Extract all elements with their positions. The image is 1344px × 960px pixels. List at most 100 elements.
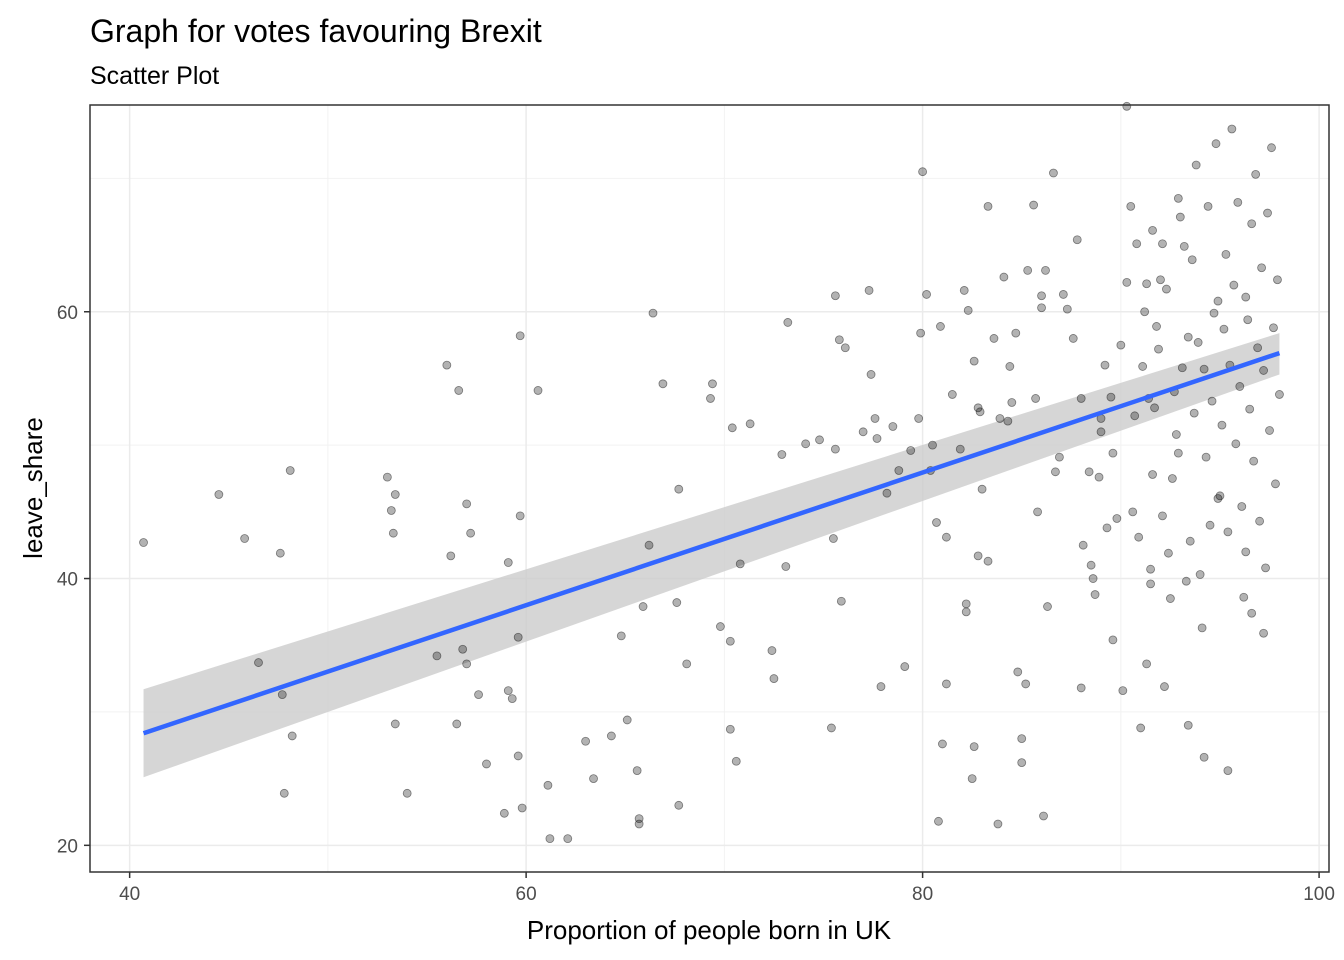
data-point — [648, 308, 658, 318]
data-point — [941, 679, 951, 689]
data-point — [1201, 452, 1211, 462]
data-point — [1239, 592, 1249, 602]
data-point — [1017, 734, 1027, 744]
data-point — [1037, 303, 1046, 313]
data-point — [499, 808, 509, 818]
data-point — [1267, 143, 1276, 153]
data-point — [1249, 456, 1259, 466]
data-point — [1072, 235, 1082, 245]
data-point — [1211, 139, 1221, 149]
data-point — [632, 766, 642, 776]
data-point — [936, 322, 945, 331]
data-point — [1031, 394, 1041, 403]
data-point — [279, 788, 289, 798]
data-point — [1241, 547, 1251, 557]
data-point — [1251, 169, 1261, 179]
data-point — [781, 562, 791, 571]
data-point — [1049, 168, 1058, 178]
data-point — [1148, 225, 1157, 235]
data-point — [934, 816, 943, 826]
data-point — [606, 731, 616, 741]
data-point — [1219, 324, 1229, 334]
data-point — [1043, 602, 1052, 611]
data-point — [725, 636, 735, 646]
data-point — [1140, 307, 1150, 317]
data-point — [1041, 266, 1050, 275]
data-point — [1189, 408, 1199, 418]
data-point — [1231, 439, 1241, 449]
data-point — [916, 328, 926, 338]
data-point — [454, 386, 464, 395]
data-point — [1235, 382, 1245, 391]
data-point — [922, 290, 931, 299]
data-point — [815, 435, 824, 445]
data-point — [1108, 635, 1118, 645]
data-point — [1205, 520, 1215, 530]
data-point — [1171, 430, 1181, 439]
data-point — [918, 167, 928, 177]
data-point — [963, 306, 973, 315]
data-point — [1122, 101, 1132, 111]
data-point — [1213, 494, 1223, 503]
data-point — [275, 548, 285, 558]
data-point — [870, 414, 880, 423]
data-point — [1076, 683, 1086, 693]
data-point — [977, 484, 987, 494]
data-point — [1166, 594, 1175, 603]
data-point — [1146, 564, 1155, 574]
y-tick-label: 40 — [57, 570, 78, 591]
points-layer — [139, 101, 1284, 844]
data-point — [1138, 362, 1148, 371]
data-point — [1261, 563, 1270, 573]
data-point — [1233, 197, 1243, 207]
data-point — [947, 390, 957, 399]
data-point — [961, 607, 971, 617]
data-point — [1130, 411, 1140, 421]
data-point — [1259, 366, 1268, 375]
data-point — [390, 490, 400, 499]
plot-panel — [90, 105, 1329, 872]
data-point — [1150, 403, 1159, 413]
data-point — [1197, 623, 1207, 633]
data-point — [1088, 574, 1098, 583]
data-point — [1257, 263, 1266, 273]
data-point — [725, 724, 735, 734]
data-point — [969, 742, 979, 752]
data-point — [1108, 448, 1118, 458]
data-point — [894, 466, 904, 475]
data-point — [466, 528, 476, 538]
data-point — [390, 719, 400, 729]
data-point — [1269, 323, 1278, 333]
data-point — [1207, 396, 1217, 406]
data-point — [1175, 212, 1185, 222]
data-point — [906, 446, 916, 455]
data-point — [563, 834, 573, 844]
data-point — [1177, 363, 1187, 373]
data-point — [515, 331, 525, 341]
data-point — [386, 506, 396, 515]
data-point — [1033, 507, 1042, 517]
data-point — [1185, 536, 1195, 546]
data-point — [1223, 766, 1233, 776]
data-point — [1122, 278, 1132, 287]
data-point — [543, 780, 553, 790]
data-point — [1094, 472, 1104, 482]
chart-title: Graph for votes favouring Brexit — [90, 13, 542, 49]
data-point — [277, 690, 287, 699]
y-tick-label: 60 — [57, 303, 78, 324]
data-point — [961, 599, 971, 609]
data-point — [674, 484, 684, 494]
data-point — [1253, 343, 1263, 353]
data-point — [969, 356, 979, 366]
data-point — [1051, 467, 1060, 477]
x-tick-label: 40 — [119, 884, 140, 905]
data-point — [503, 686, 513, 695]
data-point — [1263, 208, 1272, 218]
data-point — [616, 631, 626, 641]
data-point — [827, 723, 836, 733]
data-point — [1136, 723, 1146, 733]
data-point — [1173, 448, 1183, 458]
data-point — [888, 422, 898, 431]
data-point — [482, 759, 491, 769]
